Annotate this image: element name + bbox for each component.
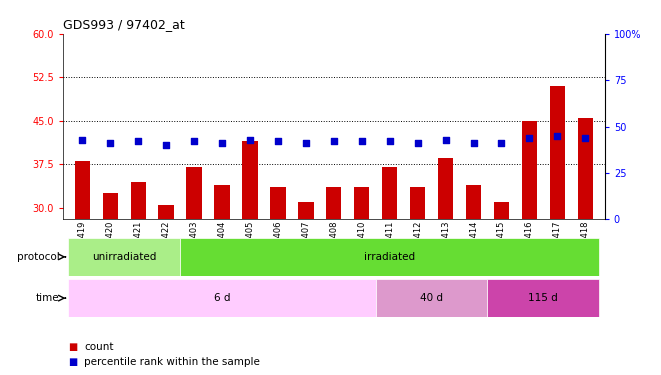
Bar [550, 86, 565, 219]
Text: 6 d: 6 d [214, 293, 230, 303]
Point [161, 142, 171, 148]
Point [552, 133, 563, 139]
Point [412, 140, 423, 146]
Bar [243, 141, 258, 219]
Text: ■: ■ [69, 342, 82, 352]
Text: percentile rank within the sample: percentile rank within the sample [84, 357, 260, 367]
Bar [270, 188, 286, 219]
Point [217, 140, 227, 146]
Text: irradiated: irradiated [364, 252, 415, 262]
Point [496, 140, 507, 146]
Point [189, 138, 200, 144]
Bar [214, 184, 230, 219]
Point [356, 138, 367, 144]
Point [580, 135, 590, 141]
Bar [186, 167, 202, 219]
Bar [131, 182, 146, 219]
Bar [102, 193, 118, 219]
Point [301, 140, 311, 146]
Bar [438, 159, 453, 219]
Point [245, 136, 255, 142]
Point [272, 138, 283, 144]
Bar [487, 279, 600, 317]
Text: GDS993 / 97402_at: GDS993 / 97402_at [63, 18, 184, 31]
Bar [75, 161, 90, 219]
Bar [410, 188, 425, 219]
Point [440, 136, 451, 142]
Bar [382, 167, 397, 219]
Point [524, 135, 535, 141]
Point [385, 138, 395, 144]
Bar [159, 205, 174, 219]
Bar [375, 279, 487, 317]
Text: 40 d: 40 d [420, 293, 443, 303]
Point [105, 140, 116, 146]
Text: count: count [84, 342, 114, 352]
Bar [180, 238, 600, 276]
Bar [68, 279, 375, 317]
Bar [354, 188, 369, 219]
Bar [522, 121, 537, 219]
Bar [68, 238, 180, 276]
Bar [578, 118, 593, 219]
Point [329, 138, 339, 144]
Text: time: time [36, 293, 59, 303]
Bar [326, 188, 342, 219]
Bar [466, 184, 481, 219]
Text: 115 d: 115 d [529, 293, 559, 303]
Bar [298, 202, 313, 219]
Point [77, 136, 88, 142]
Text: protocol: protocol [17, 252, 59, 262]
Text: unirradiated: unirradiated [92, 252, 157, 262]
Point [468, 140, 479, 146]
Bar [494, 202, 509, 219]
Point [133, 138, 143, 144]
Text: ■: ■ [69, 357, 82, 367]
